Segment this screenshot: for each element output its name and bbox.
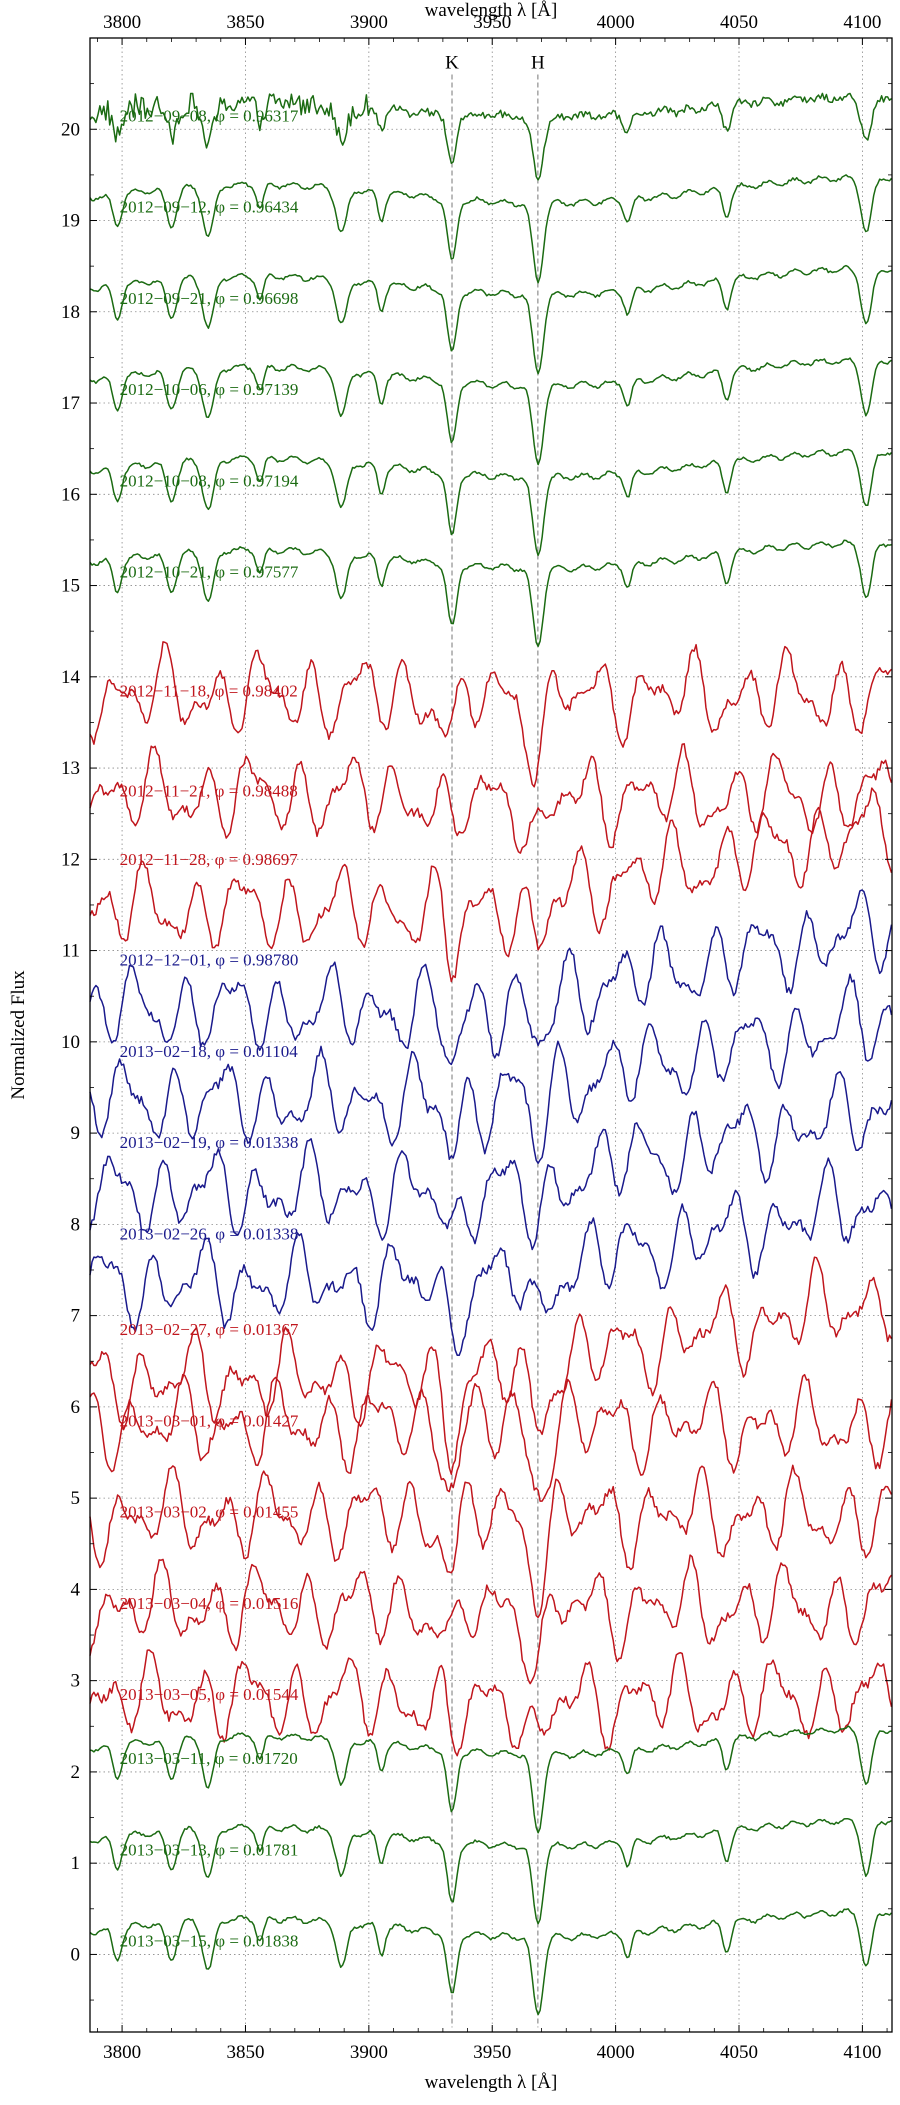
x-tick-label-top-2: 3900	[350, 12, 388, 33]
y-tick-label-3: 3	[71, 1671, 81, 1692]
spectrum-series-8	[89, 787, 893, 983]
spectrum-series-7	[89, 743, 893, 854]
x-axis-title-bottom: wavelength λ [Å]	[425, 2072, 558, 2093]
x-tick-label-bottom-0: 3800	[103, 2042, 141, 2063]
spectrum-series-13	[89, 1256, 893, 1475]
y-tick-label-17: 17	[61, 393, 80, 414]
spectrum-label-13: 2013−02−27, φ = 0.01367	[120, 1320, 299, 1339]
y-tick-label-12: 12	[61, 849, 80, 870]
x-tick-label-bottom-6: 4100	[843, 2042, 881, 2063]
x-tick-label-top-3: 3950	[473, 12, 511, 33]
y-tick-label-0: 0	[71, 1944, 81, 1965]
spectrum-series-0	[89, 92, 892, 181]
spectrum-series-4	[89, 448, 893, 557]
spectrum-label-1: 2012−09−12, φ = 0.96434	[120, 198, 299, 217]
spectrum-label-5: 2012−10−21, φ = 0.97577	[120, 563, 299, 582]
spectrum-series-9	[89, 889, 893, 1066]
reference-label-H: H	[531, 53, 545, 74]
spectrum-label-18: 2013−03−11, φ = 0.01720	[120, 1749, 298, 1768]
series-layer	[89, 92, 893, 2016]
x-axis-title-top: wavelength λ [Å]	[425, 0, 558, 21]
y-tick-label-13: 13	[61, 758, 80, 779]
spectrum-label-12: 2013−02−26, φ = 0.01338	[120, 1224, 299, 1243]
x-tick-label-top-6: 4100	[843, 12, 881, 33]
y-tick-label-11: 11	[62, 941, 80, 962]
spectrum-label-8: 2012−11−28, φ = 0.98697	[120, 850, 299, 869]
spectrum-label-14: 2013−03−01, φ = 0.01427	[120, 1411, 299, 1430]
spectrum-series-6	[89, 641, 893, 788]
y-tick-label-8: 8	[71, 1214, 81, 1235]
y-tick-label-18: 18	[61, 302, 80, 323]
spectrum-label-20: 2013−03−15, φ = 0.01838	[120, 1932, 299, 1951]
x-tick-label-bottom-2: 3900	[350, 2042, 388, 2063]
spectrum-series-3	[89, 357, 892, 466]
y-tick-label-4: 4	[71, 1579, 81, 1600]
grid-layer	[90, 38, 892, 2032]
spectrum-label-9: 2012−12−01, φ = 0.98780	[120, 951, 299, 970]
x-tick-label-top-0: 3800	[103, 12, 141, 33]
y-tick-label-10: 10	[61, 1032, 80, 1053]
spectrum-label-16: 2013−03−04, φ = 0.01516	[120, 1594, 299, 1613]
y-tick-label-9: 9	[71, 1123, 81, 1144]
spectrum-series-16	[89, 1554, 893, 1685]
x-tick-label-bottom-5: 4050	[720, 2042, 758, 2063]
y-tick-label-16: 16	[61, 484, 80, 505]
spectrum-label-17: 2013−03−05, φ = 0.01544	[120, 1685, 299, 1704]
spectrum-series-2	[89, 264, 892, 375]
y-tick-label-2: 2	[71, 1762, 81, 1783]
spectrum-label-6: 2012−11−18, φ = 0.98402	[120, 681, 298, 700]
spectrum-label-15: 2013−03−02, φ = 0.01455	[120, 1503, 299, 1522]
y-tick-label-15: 15	[61, 576, 80, 597]
x-tick-label-bottom-1: 3850	[226, 2042, 264, 2063]
x-tick-label-top-1: 3850	[226, 12, 264, 33]
plot-frame	[89, 37, 893, 2033]
spectrum-label-4: 2012−10−08, φ = 0.97194	[120, 471, 299, 490]
x-tick-label-top-5: 4050	[720, 12, 758, 33]
spectrum-series-12	[89, 1157, 893, 1357]
spectrum-series-17	[89, 1649, 893, 1757]
spectrum-series-14	[89, 1373, 893, 1502]
y-tick-label-6: 6	[71, 1397, 81, 1418]
y-tick-label-5: 5	[71, 1488, 81, 1509]
spectrum-series-5	[89, 539, 892, 648]
spectrum-label-0: 2012−09−08, φ = 0.96317	[120, 106, 299, 125]
series-label-layer: 2012−09−08, φ = 0.96317 2012−09−12, φ = 0…	[120, 106, 299, 1950]
spectrum-label-11: 2013−02−19, φ = 0.01338	[120, 1133, 299, 1152]
y-tick-label-7: 7	[71, 1306, 81, 1327]
x-tick-label-bottom-4: 4000	[597, 2042, 635, 2063]
spectrum-series-1	[89, 174, 893, 284]
spectrum-series-19	[89, 1818, 892, 1925]
y-tick-label-19: 19	[61, 211, 80, 232]
spectrum-label-3: 2012−10−06, φ = 0.97139	[120, 380, 299, 399]
y-tick-label-1: 1	[71, 1853, 81, 1874]
spectrum-label-2: 2012−09−21, φ = 0.96698	[120, 289, 299, 308]
spectrum-label-7: 2012−11−21, φ = 0.98488	[120, 782, 298, 801]
tick-layer: 3800380038503850390039003950395040004000…	[61, 12, 892, 2063]
y-tick-label-20: 20	[61, 119, 80, 140]
y-axis-title: Normalized Flux	[8, 970, 29, 1100]
spectrum-series-11	[89, 1071, 893, 1251]
spectrum-label-10: 2013−02−18, φ = 0.01104	[120, 1042, 299, 1061]
spectrum-series-18	[89, 1725, 892, 1834]
spectrum-series-10	[89, 973, 893, 1164]
spectrum-series-15	[89, 1464, 893, 1619]
spectrum-label-19: 2013−03−13, φ = 0.01781	[120, 1840, 299, 1859]
reference-label-K: K	[445, 53, 459, 74]
y-tick-label-14: 14	[61, 667, 81, 688]
x-tick-label-bottom-3: 3950	[473, 2042, 511, 2063]
x-tick-label-top-4: 4000	[597, 12, 635, 33]
spectrum-series-20	[89, 1908, 893, 2016]
